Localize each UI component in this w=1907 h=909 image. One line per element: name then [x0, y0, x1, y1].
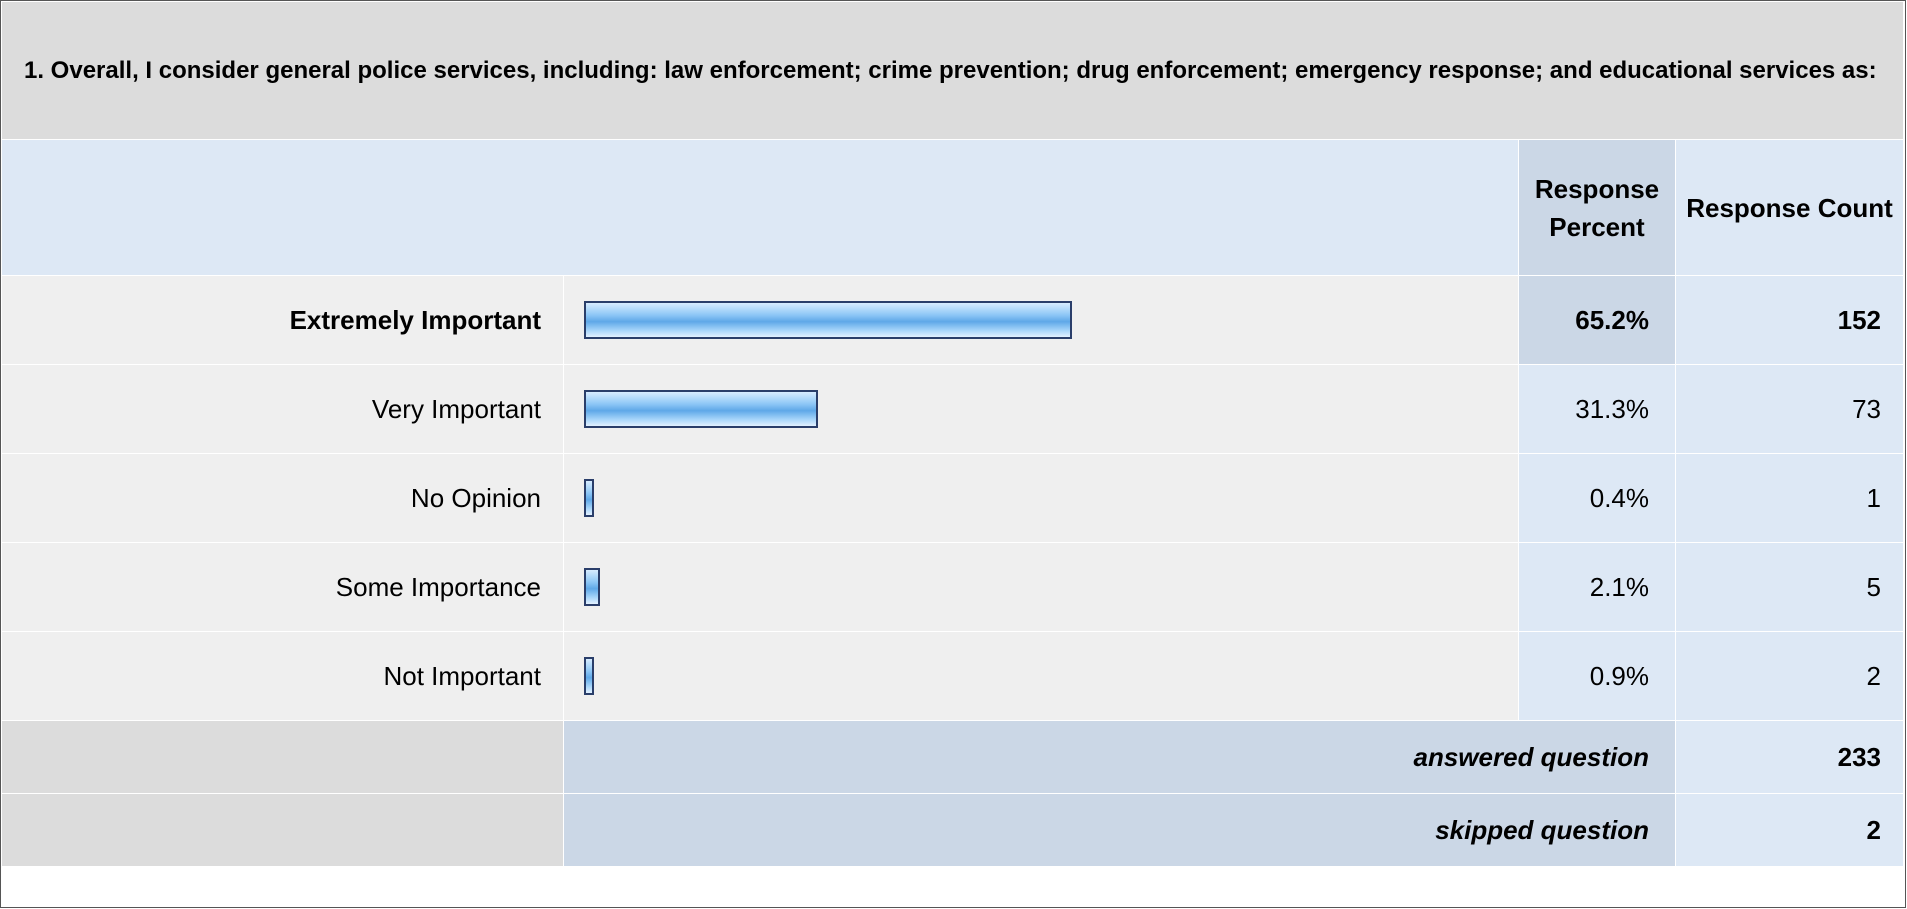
header-response-count: Response Count — [1675, 139, 1904, 276]
skipped-question-label: skipped question — [563, 793, 1676, 867]
response-percent: 31.3% — [1518, 364, 1676, 454]
summary-blank — [1, 720, 564, 794]
answered-question-count: 233 — [1675, 720, 1904, 794]
response-percent: 2.1% — [1518, 542, 1676, 632]
answer-label: Some Importance — [1, 542, 564, 632]
answer-label: Not Important — [1, 631, 564, 721]
response-percent: 0.9% — [1518, 631, 1676, 721]
answer-label: Extremely Important — [1, 275, 564, 365]
answer-row: Some Importance 2.1% 5 — [1, 542, 1904, 632]
skipped-question-count: 2 — [1675, 793, 1904, 867]
question-title: 1. Overall, I consider general police se… — [1, 1, 1904, 140]
bar-cell — [563, 275, 1519, 365]
bar-cell — [563, 542, 1519, 632]
answer-label: Very Important — [1, 364, 564, 454]
response-count: 152 — [1675, 275, 1904, 365]
answered-question-label: answered question — [563, 720, 1676, 794]
answer-row: Not Important 0.9% 2 — [1, 631, 1904, 721]
answer-rows: Extremely Important 65.2% 152 Very Importan… — [1, 275, 1904, 721]
response-percent: 65.2% — [1518, 275, 1676, 365]
response-count: 2 — [1675, 631, 1904, 721]
header-response-percent: Response Percent — [1518, 139, 1676, 276]
response-count: 5 — [1675, 542, 1904, 632]
response-bar — [584, 390, 818, 428]
bar-cell — [563, 453, 1519, 543]
response-bar — [584, 301, 1072, 339]
response-percent: 0.4% — [1518, 453, 1676, 543]
results-table: 1. Overall, I consider general police se… — [1, 1, 1904, 867]
response-bar — [584, 657, 594, 695]
answer-row: Extremely Important 65.2% 152 — [1, 275, 1904, 365]
response-count: 1 — [1675, 453, 1904, 543]
answer-row: No Opinion 0.4% 1 — [1, 453, 1904, 543]
bar-cell — [563, 364, 1519, 454]
response-bar — [584, 479, 594, 517]
response-count: 73 — [1675, 364, 1904, 454]
bar-cell — [563, 631, 1519, 721]
header-blank — [1, 139, 1519, 276]
answer-row: Very Important 31.3% 73 — [1, 364, 1904, 454]
answer-label: No Opinion — [1, 453, 564, 543]
response-bar — [584, 568, 600, 606]
summary-blank — [1, 793, 564, 867]
